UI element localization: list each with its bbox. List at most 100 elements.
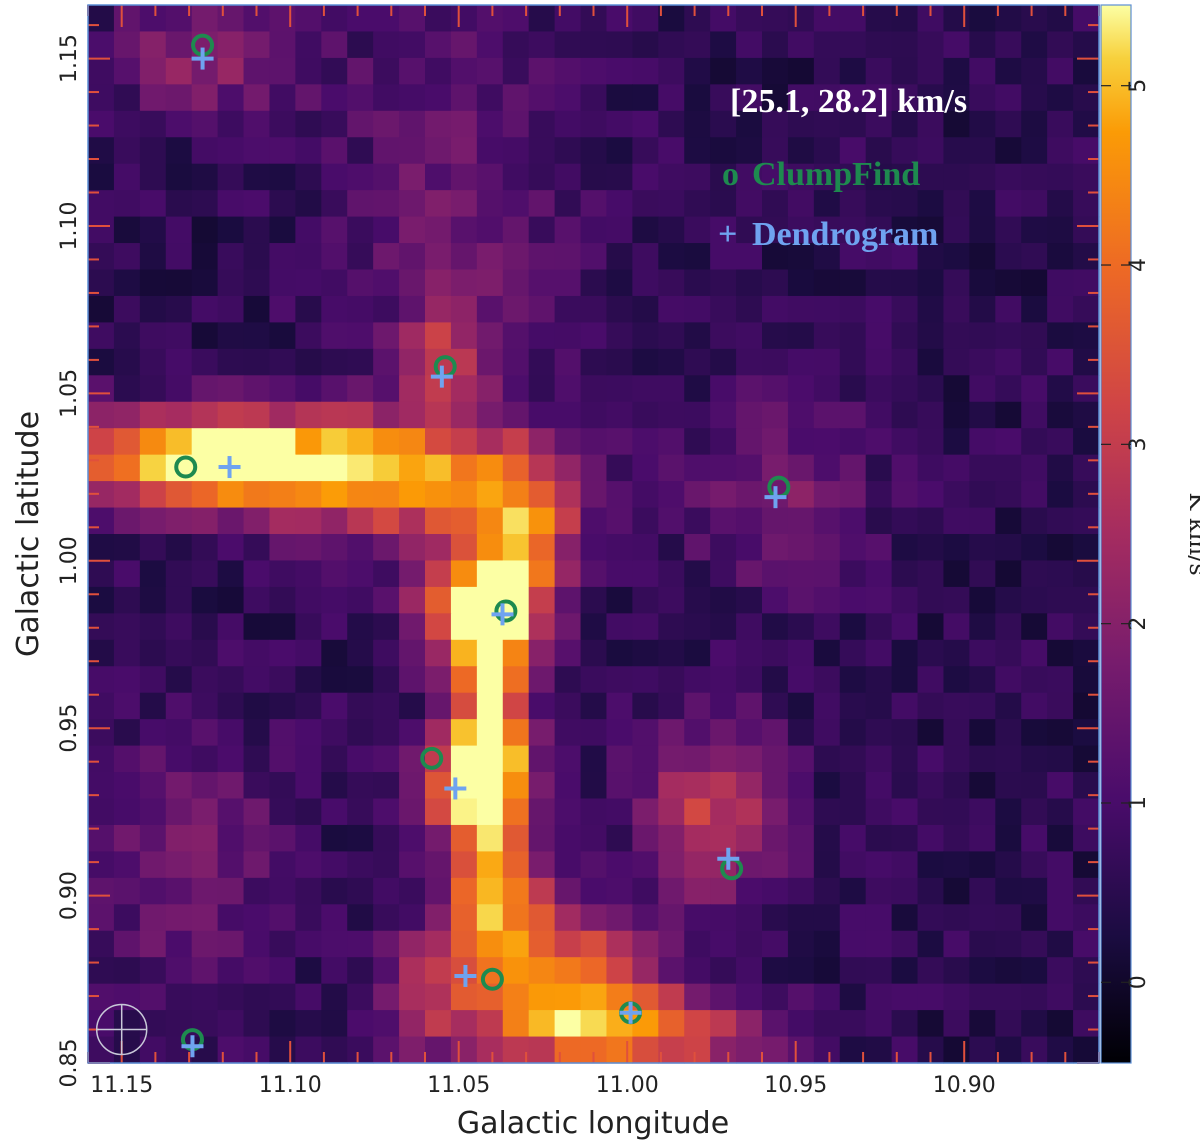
heatmap-cell: [425, 375, 452, 403]
heatmap-cell: [554, 454, 582, 482]
heatmap-cell: [450, 5, 478, 33]
heatmap-cell: [450, 692, 478, 720]
heatmap-cell: [1047, 983, 1074, 1011]
heatmap-cell: [502, 745, 530, 773]
heatmap-cell: [139, 163, 167, 191]
heatmap-cell: [684, 322, 711, 350]
heatmap-cell: [295, 983, 322, 1011]
heatmap-cell: [217, 692, 245, 720]
heatmap-cell: [165, 322, 193, 350]
heatmap-cell: [528, 190, 556, 218]
heatmap-cell: [450, 639, 478, 667]
heatmap-cell: [113, 295, 141, 323]
heatmap-cell: [1021, 983, 1048, 1011]
heatmap-cell: [684, 666, 711, 694]
heatmap-cell: [710, 481, 737, 509]
heatmap-cell: [295, 190, 322, 218]
heatmap-cell: [969, 877, 996, 905]
y-axis-title: Galactic latitude: [11, 411, 46, 657]
heatmap-cell: [606, 745, 633, 773]
heatmap-cell: [425, 877, 452, 905]
heatmap-cell: [243, 401, 271, 429]
heatmap-cell: [321, 401, 348, 429]
heatmap-cell: [762, 1036, 789, 1064]
heatmap-cell: [865, 824, 893, 852]
heatmap-cell: [710, 772, 737, 800]
heatmap-cell: [554, 798, 582, 826]
heatmap-cell: [710, 798, 737, 826]
heatmap-cell: [1073, 851, 1100, 879]
heatmap-cell: [684, 163, 711, 191]
heatmap-cell: [502, 401, 530, 429]
heatmap-cell: [632, 534, 659, 562]
heatmap-cell: [191, 639, 219, 667]
heatmap-cell: [165, 560, 193, 588]
heatmap-cell: [425, 1036, 452, 1064]
heatmap-cell: [1073, 190, 1100, 218]
heatmap-cell: [580, 586, 608, 614]
heatmap-cell: [580, 375, 608, 403]
heatmap-cell: [113, 137, 141, 165]
heatmap-cell: [554, 5, 582, 33]
heatmap-cell: [684, 110, 711, 138]
heatmap-cell: [321, 1010, 348, 1038]
heatmap-cell: [1073, 983, 1100, 1011]
heatmap-cell: [476, 375, 504, 403]
heatmap-cell: [113, 613, 141, 641]
heatmap-cell: [88, 110, 115, 138]
heatmap-cell: [1073, 428, 1100, 456]
heatmap-cell: [425, 190, 452, 218]
heatmap-cell: [269, 375, 296, 403]
heatmap-cell: [347, 877, 374, 905]
heatmap-cell: [88, 957, 115, 985]
heatmap-cell: [865, 692, 893, 720]
heatmap-cell: [606, 772, 633, 800]
heatmap-cell: [476, 269, 504, 297]
heatmap-cell: [217, 666, 245, 694]
heatmap-cell: [736, 428, 763, 456]
heatmap-cell: [632, 957, 659, 985]
heatmap-cell: [762, 295, 789, 323]
heatmap-cell: [243, 269, 271, 297]
heatmap-cell: [88, 745, 115, 773]
heatmap-cell: [528, 84, 556, 112]
heatmap-cell: [1047, 586, 1074, 614]
heatmap-cell: [736, 560, 763, 588]
heatmap-cell: [684, 639, 711, 667]
heatmap-cell: [787, 428, 815, 456]
heatmap-cell: [1047, 534, 1074, 562]
heatmap-cell: [554, 745, 582, 773]
heatmap-cell: [632, 904, 659, 932]
heatmap-cell: [969, 57, 996, 85]
heatmap-cell: [995, 719, 1022, 747]
heatmap-cell: [502, 824, 530, 852]
heatmap-cell: [88, 639, 115, 667]
heatmap-cell: [917, 31, 945, 59]
heatmap-cell: [710, 243, 737, 271]
heatmap-cell: [217, 190, 245, 218]
heatmap-cell: [528, 5, 556, 33]
heatmap-cell: [321, 110, 348, 138]
heatmap-cell: [1073, 31, 1100, 59]
heatmap-cell: [1047, 84, 1074, 112]
heatmap-cell: [476, 295, 504, 323]
heatmap-cell: [243, 877, 271, 905]
heatmap-cell: [139, 428, 167, 456]
heatmap-cell: [191, 904, 219, 932]
heatmap-cell: [969, 190, 996, 218]
heatmap-cell: [217, 137, 245, 165]
heatmap-cell: [295, 269, 322, 297]
heatmap-cell: [969, 586, 996, 614]
heatmap-cell: [321, 772, 348, 800]
heatmap-cell: [139, 348, 167, 376]
heatmap-cell: [839, 560, 867, 588]
heatmap-cell: [658, 454, 685, 482]
heatmap-cell: [373, 666, 400, 694]
heatmap-cell: [1021, 348, 1048, 376]
heatmap-cell: [969, 1010, 996, 1038]
heatmap-cell: [891, 983, 919, 1011]
heatmap-cell: [762, 877, 789, 905]
heatmap-cell: [373, 428, 400, 456]
heatmap-cell: [736, 481, 763, 509]
